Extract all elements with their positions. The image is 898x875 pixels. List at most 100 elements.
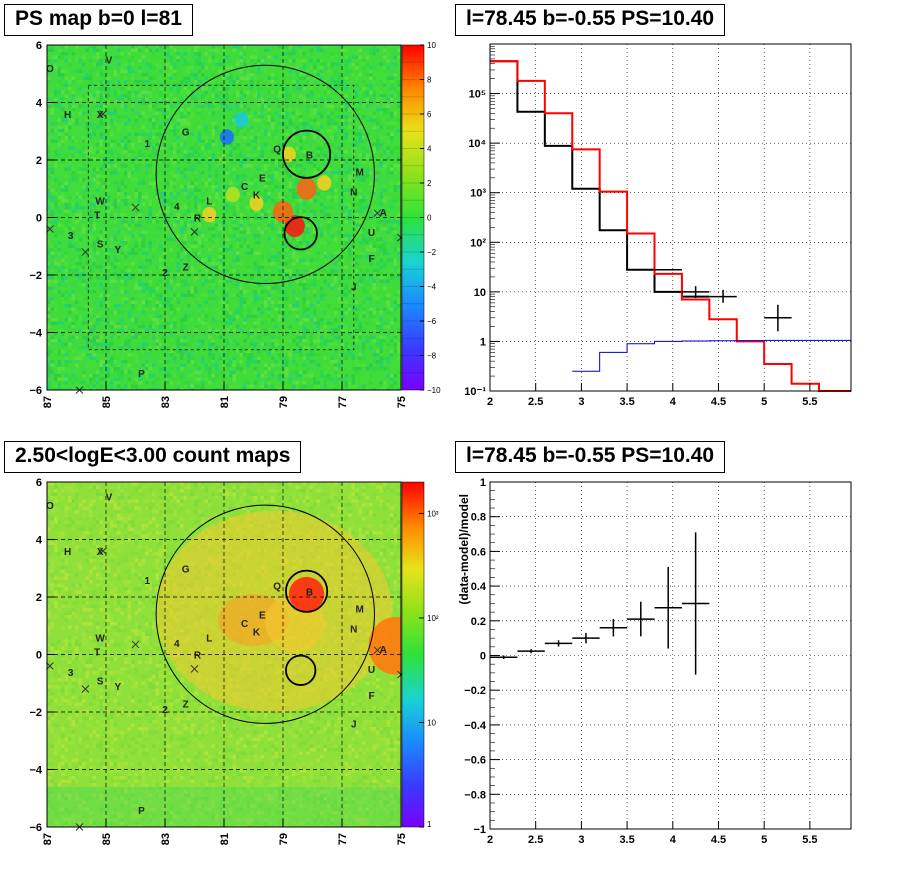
heatmap-pixel [341,290,345,294]
heatmap-pixel [51,315,55,319]
heatmap-pixel [219,143,223,147]
heatmap-pixel [240,161,244,165]
heatmap-pixel [187,255,191,259]
heatmap-pixel [390,98,394,102]
heatmap-pixel [152,112,156,116]
heatmap-pixel [310,119,314,123]
heatmap-pixel [275,126,279,130]
heatmap-pixel [149,248,153,252]
heatmap-pixel [212,231,216,235]
heatmap-pixel [275,308,279,312]
heatmap-pixel [383,311,387,315]
heatmap-pixel [369,77,373,81]
heatmap-pixel [394,56,398,60]
heatmap-pixel [317,301,321,305]
heatmap-pixel [72,332,76,336]
heatmap-pixel [89,129,93,133]
heatmap-pixel [72,290,76,294]
heatmap-pixel [156,343,160,347]
heatmap-pixel [131,108,135,112]
heatmap-pixel [89,220,93,224]
heatmap-pixel [240,80,244,84]
heatmap-pixel [100,276,104,280]
heatmap-pixel [313,378,317,382]
heatmap-pixel [268,273,272,277]
heatmap-pixel [215,360,219,364]
heatmap-pixel [352,150,356,154]
heatmap-pixel [51,115,55,119]
heatmap-pixel [180,294,184,298]
heatmap-pixel [233,259,237,263]
heatmap-pixel [187,213,191,217]
heatmap-pixel [387,336,391,340]
heatmap-pixel [380,227,384,231]
heatmap-pixel [317,367,321,371]
heatmap-pixel [93,339,97,343]
heatmap-pixel [236,315,240,319]
heatmap-pixel [362,364,366,368]
heatmap-pixel [215,168,219,172]
heatmap-pixel [324,311,328,315]
heatmap-pixel [110,357,114,361]
heatmap-pixel [275,371,279,375]
heatmap-pixel [345,66,349,70]
heatmap-pixel [240,304,244,308]
heatmap-pixel [338,52,342,56]
heatmap-pixel [366,280,370,284]
heatmap-pixel [348,171,352,175]
heatmap-pixel [194,189,198,193]
heatmap-pixel [334,287,338,291]
heatmap-pixel [331,157,335,161]
heatmap-pixel [170,213,174,217]
heatmap-pixel [212,276,216,280]
heatmap-pixel [72,98,76,102]
heatmap-pixel [383,52,387,56]
heatmap-pixel [324,213,328,217]
heatmap-pixel [138,304,142,308]
heatmap-pixel [187,168,191,172]
heatmap-pixel [184,203,188,207]
heatmap-pixel [285,283,289,287]
heatmap-pixel [65,203,69,207]
heatmap-pixel [205,238,209,242]
heatmap-pixel [373,280,377,284]
heatmap-pixel [275,77,279,81]
heatmap-pixel [366,168,370,172]
heatmap-pixel [257,357,261,361]
heatmap-pixel [341,311,345,315]
heatmap-pixel [68,269,72,273]
heatmap-pixel [177,346,181,350]
heatmap-pixel [135,119,139,123]
heatmap-pixel [268,217,272,221]
heatmap-pixel [187,91,191,95]
heatmap-pixel [212,381,216,385]
heatmap-pixel [327,304,331,308]
heatmap-pixel [121,105,125,109]
heatmap-pixel [268,112,272,116]
heatmap-pixel [72,269,76,273]
heatmap-pixel [380,63,384,67]
heatmap-pixel [355,220,359,224]
heatmap-pixel [96,52,100,56]
heatmap-pixel [320,287,324,291]
heatmap-pixel [191,73,195,77]
heatmap-pixel [191,182,195,186]
heatmap-pixel [79,283,83,287]
heatmap-pixel [103,182,107,186]
heatmap-pixel [387,280,391,284]
heatmap-pixel [219,189,223,193]
heatmap-pixel [75,343,79,347]
heatmap-pixel [247,353,251,357]
heatmap-pixel [173,297,177,301]
heatmap-pixel [229,336,233,340]
heatmap-pixel [285,87,289,91]
heatmap-pixel [177,87,181,91]
heatmap-pixel [114,287,118,291]
heatmap-pixel [240,206,244,210]
heatmap-pixel [296,311,300,315]
heatmap-pixel [250,59,254,63]
heatmap-pixel [135,336,139,340]
heatmap-pixel [387,150,391,154]
heatmap-pixel [68,59,72,63]
heatmap-pixel [397,147,401,151]
